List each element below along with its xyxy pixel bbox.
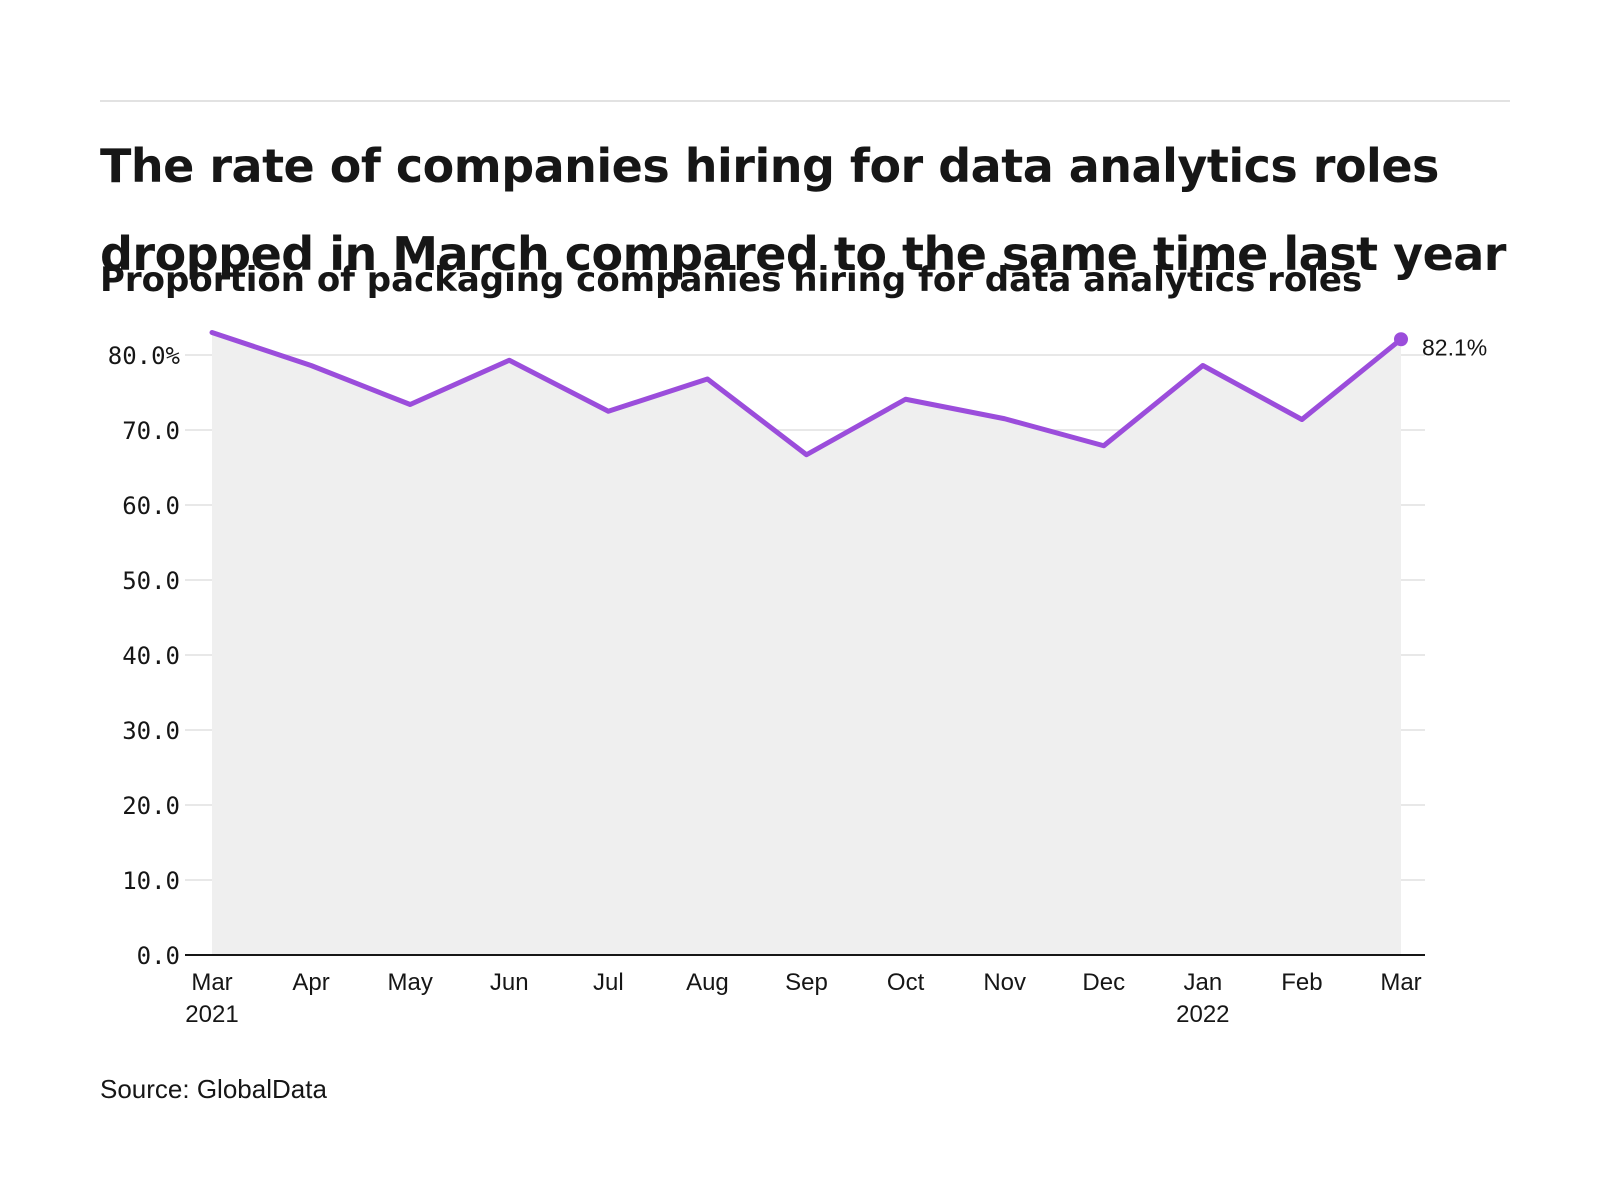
x-tick-label: Mar [1380,969,1421,996]
x-tick-label: Nov [983,969,1026,996]
y-tick-label: 40.0 [122,642,180,670]
x-tick-label: Aug [686,969,729,996]
source-note: Source: GlobalData [100,1074,327,1104]
y-axis: 0.0 10.0 20.0 30.0 40.0 50.0 60.0 70.0 80.0% [108,342,181,970]
y-tick-label: 50.0 [122,567,180,595]
y-tick-label: 10.0 [122,867,180,895]
series-line [209,330,1404,458]
y-tick-label: 80.0% [108,342,181,370]
end-value-label: 82.1% [1422,334,1487,360]
y-tick-label: 60.0 [122,492,180,520]
area-fill [212,332,1401,955]
x-tick-label: Mar [191,969,232,996]
x-tick-label: Sep [785,969,828,996]
x-tick-label: Feb [1281,969,1322,996]
chart-subtitle: Proportion of packaging companies hiring… [100,260,1363,300]
y-tick-label: 30.0 [122,717,180,745]
top-divider [100,100,1510,102]
y-tick-label: 0.0 [137,942,180,970]
x-axis: Mar 2021 Apr May Jun Jul Aug Sep Oct Nov Dec Jan 202… [185,969,1421,1028]
x-tick-label: Jun [490,969,529,996]
line-chart: 0.0 10.0 20.0 30.0 40.0 50.0 60.0 70.0 80.0% Mar… [108,330,1487,1028]
y-tick-label: 20.0 [122,792,180,820]
x-tick-year-label: 2021 [185,1001,238,1028]
end-point-marker [1394,332,1408,347]
x-tick-label: Oct [887,969,925,996]
x-tick-label: Apr [292,969,329,996]
x-tick-label: Jan [1183,969,1222,996]
x-tick-year-label: 2022 [1176,1001,1229,1028]
chart-title: The rate of companies hiring for data an… [100,139,1507,281]
y-tick-label: 70.0 [122,417,180,445]
x-tick-label: Dec [1082,969,1125,996]
x-tick-label: Jul [593,969,624,996]
x-tick-label: May [387,969,432,996]
